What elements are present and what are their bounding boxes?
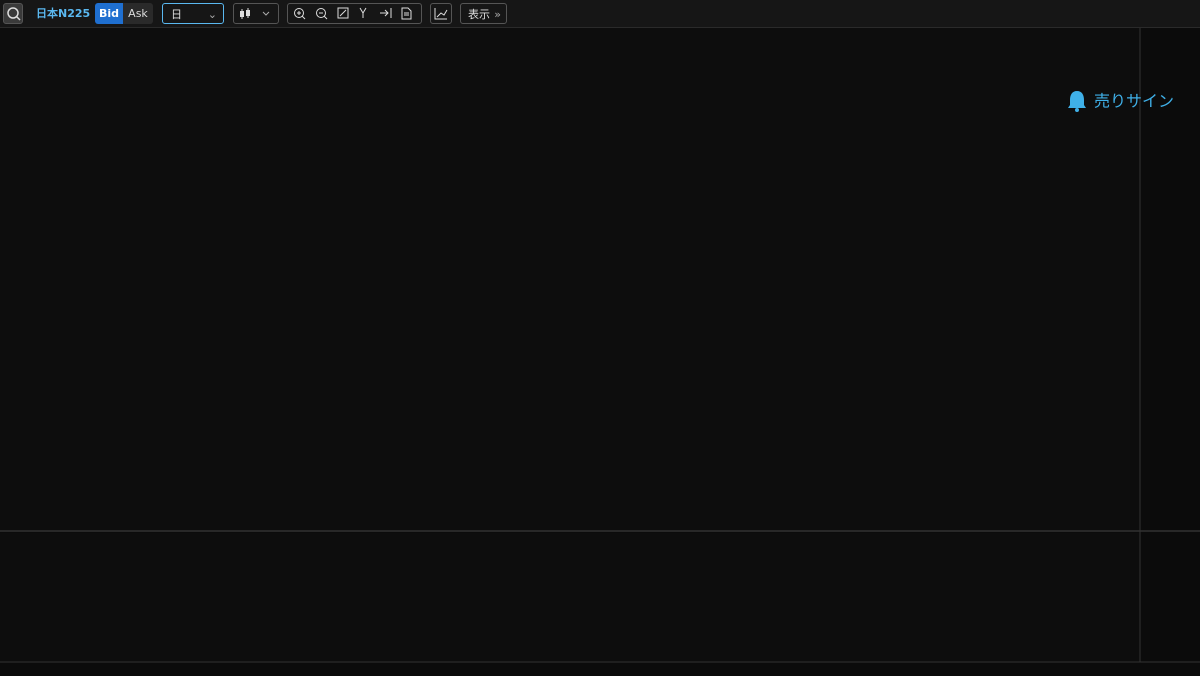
- zoom-out-icon[interactable]: [316, 8, 328, 20]
- caret: ⌄: [207, 8, 217, 21]
- indicator-icon: [434, 8, 448, 20]
- ask-button[interactable]: Ask: [123, 3, 153, 24]
- indicator-button[interactable]: [430, 3, 452, 24]
- chart-type-icon: [240, 8, 270, 19]
- view-label: 表示: [468, 8, 490, 21]
- sell-signal-label: 売りサイン: [1094, 92, 1174, 111]
- chart: 売りサイン: [0, 28, 1200, 663]
- view-dropdown[interactable]: 表示 »: [460, 3, 507, 24]
- jump-latest-icon[interactable]: [380, 8, 392, 18]
- main-panel: [0, 28, 1140, 530]
- bell-icon-clapper: [1075, 108, 1079, 112]
- fit-icon[interactable]: [337, 7, 349, 19]
- interval-dropdown[interactable]: 日 ⌄: [162, 3, 224, 24]
- toolbar: 日本N225 Bid Ask 日 ⌄ 表示»: [0, 0, 1200, 28]
- chart-type-dropdown[interactable]: [233, 3, 279, 24]
- auto-scale-icon[interactable]: [359, 7, 367, 18]
- caret: »: [494, 8, 501, 21]
- symbol[interactable]: 日本N225: [36, 7, 91, 20]
- zoom-in-icon[interactable]: [294, 8, 306, 20]
- bid-button[interactable]: Bid: [95, 3, 123, 24]
- tool-icons: [294, 7, 412, 20]
- document-icon[interactable]: [401, 7, 412, 20]
- interval: 日: [171, 8, 182, 21]
- tool-group: [287, 3, 422, 24]
- sell-signal: 売りサイン: [1068, 91, 1174, 112]
- search-button[interactable]: [3, 3, 23, 24]
- search-icon: [7, 7, 21, 21]
- macd-panel: [0, 533, 1140, 661]
- bell-icon: [1068, 91, 1086, 108]
